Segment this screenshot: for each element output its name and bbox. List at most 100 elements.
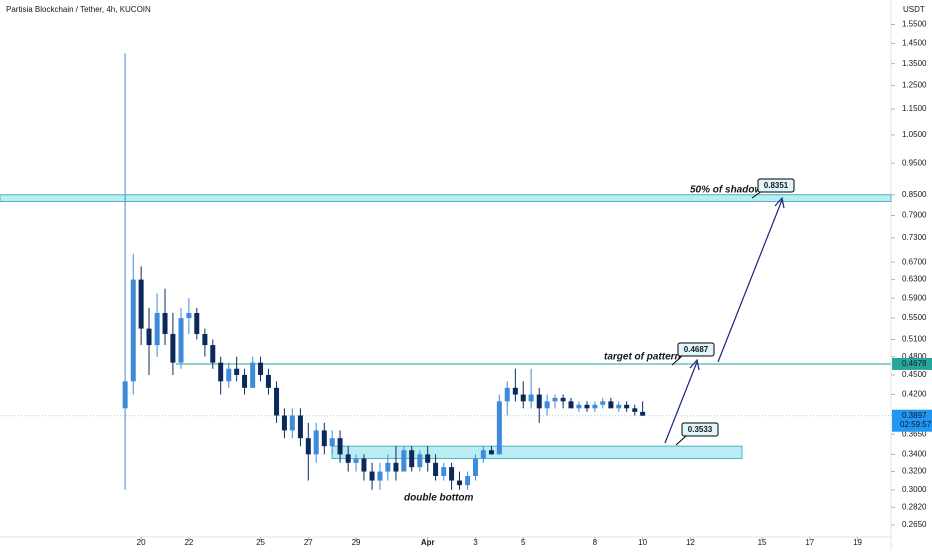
x-tick-label: 8 xyxy=(593,538,598,547)
y-tick-label: 0.8500 xyxy=(902,190,927,199)
callout-label: 0.3533 xyxy=(688,425,713,434)
candle-body xyxy=(433,462,439,477)
candle-body xyxy=(321,430,327,447)
x-tick-label: 22 xyxy=(184,538,193,547)
candle-body xyxy=(472,458,478,477)
y-tick-label: 0.4500 xyxy=(902,370,927,379)
candle-body xyxy=(560,397,566,402)
callout-pointer xyxy=(671,355,683,366)
candle-body xyxy=(409,450,415,468)
candle-body xyxy=(528,394,534,402)
y-tick-label: 0.6700 xyxy=(902,257,927,266)
candle-body xyxy=(274,387,280,416)
y-tick-label: 0.7900 xyxy=(902,211,927,220)
candle-body xyxy=(600,401,606,405)
y-tick-label: 0.3650 xyxy=(902,429,927,438)
candle-body xyxy=(456,480,462,486)
candle-body xyxy=(377,471,383,481)
callout-pointer xyxy=(675,435,687,446)
x-tick-label: 20 xyxy=(137,538,146,547)
y-tick-label: 0.3400 xyxy=(902,449,927,458)
candle-body xyxy=(449,467,455,481)
candle-body xyxy=(242,374,248,388)
zone xyxy=(331,445,743,460)
candle-body xyxy=(488,450,494,455)
y-tick-label: 0.3200 xyxy=(902,467,927,476)
x-tick-label: 10 xyxy=(638,538,647,547)
candle-body xyxy=(305,438,311,455)
candle-body xyxy=(480,450,486,459)
callout-box xyxy=(681,422,719,437)
y-tick-label: 0.9500 xyxy=(902,158,927,167)
candle-body xyxy=(130,279,136,382)
countdown: 02:59:57 xyxy=(900,420,932,429)
candle-body xyxy=(632,408,638,412)
currency: USDT xyxy=(903,5,925,14)
candle-body xyxy=(401,450,407,472)
candle-body xyxy=(281,415,287,431)
y-tick-label: 0.4200 xyxy=(902,390,927,399)
candle-body xyxy=(592,404,598,409)
y-tick-label: 0.7300 xyxy=(902,233,927,242)
x-tick-label: 15 xyxy=(758,538,767,547)
callout-label: 0.8351 xyxy=(764,181,789,190)
candle-body xyxy=(369,471,375,481)
candle-body xyxy=(552,397,558,402)
x-tick-label: 3 xyxy=(473,538,478,547)
candle-body xyxy=(178,318,184,363)
y-tick-label: 1.5500 xyxy=(902,20,927,29)
annotation: 50% of shadow xyxy=(690,185,763,196)
x-tick-label: Apr xyxy=(421,538,435,547)
candle-body xyxy=(345,454,351,463)
candle-body xyxy=(258,362,264,375)
candle-body xyxy=(616,404,622,409)
candle-body xyxy=(234,368,240,375)
y-tick-label: 0.4800 xyxy=(902,352,927,361)
y-tick-label: 0.2820 xyxy=(902,502,927,511)
y-tick-label: 0.5100 xyxy=(902,335,927,344)
arrow-head xyxy=(774,196,785,209)
candle-body xyxy=(162,312,168,334)
price-label: 0.4678 xyxy=(902,359,927,368)
zone xyxy=(0,194,892,202)
candle-body xyxy=(265,374,271,388)
callout-box xyxy=(757,178,795,193)
candle-body xyxy=(584,404,590,409)
x-tick-label: 17 xyxy=(805,538,814,547)
candle-body xyxy=(496,401,502,455)
candle-body xyxy=(138,279,144,329)
candle-body xyxy=(250,362,256,388)
candle-body xyxy=(122,381,128,409)
candle-body xyxy=(576,404,582,409)
y-tick-label: 0.3000 xyxy=(902,485,927,494)
y-tick-label: 0.5900 xyxy=(902,293,927,302)
candle-body xyxy=(568,401,574,409)
candle-body xyxy=(520,394,526,402)
candle-body xyxy=(640,411,646,416)
candle-body xyxy=(385,462,391,472)
y-tick-label: 0.2650 xyxy=(902,520,927,529)
candle-body xyxy=(417,454,423,468)
candle-body xyxy=(210,345,216,363)
x-tick-label: 27 xyxy=(304,538,313,547)
y-tick-label: 1.3500 xyxy=(902,59,927,68)
candle-body xyxy=(186,312,192,319)
candle-body xyxy=(289,415,295,431)
y-tick-label: 1.1500 xyxy=(902,104,927,113)
arrow-head xyxy=(689,358,700,371)
candle-body xyxy=(194,312,200,334)
candle-body xyxy=(536,394,542,409)
candle-body xyxy=(154,312,160,346)
annotation: double bottom xyxy=(404,493,474,504)
arrow xyxy=(664,361,698,444)
y-tick-label: 0.6300 xyxy=(902,275,927,284)
candle-body xyxy=(202,333,208,346)
candle-body xyxy=(226,368,232,382)
candle-body xyxy=(353,458,359,463)
annotation: target of pattern xyxy=(604,352,681,363)
price-label: 0.3897 xyxy=(902,411,927,420)
candle-body xyxy=(146,328,152,346)
callout-box xyxy=(677,342,715,357)
candle-body xyxy=(329,438,335,447)
